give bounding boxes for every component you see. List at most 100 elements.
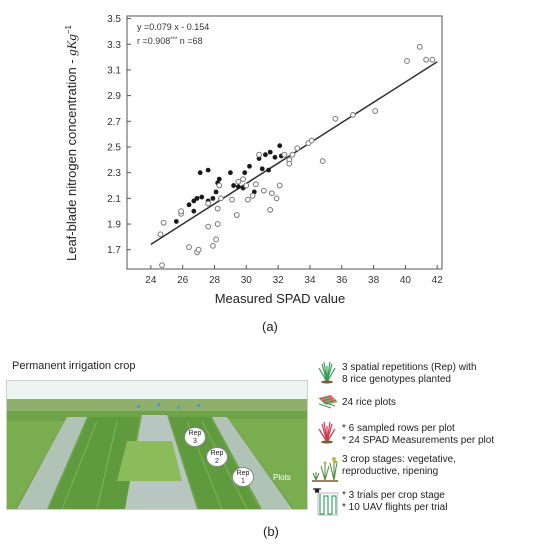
rice-field-illustration (7, 381, 307, 509)
data-point-open (308, 137, 315, 144)
x-tick-label: 24 (145, 275, 157, 286)
rep-3-badge: Rep 3 (184, 427, 206, 447)
rep-2-line2: 2 (215, 458, 219, 465)
annotation-n: n =68 (177, 36, 202, 46)
rep-2-line1: Rep (210, 450, 224, 457)
data-point-open (186, 244, 192, 251)
data-point-filled (216, 176, 222, 182)
x-axis-label: Measured SPAD value (215, 291, 346, 306)
legend-line: 24 rice plots (342, 397, 396, 408)
data-point-open (205, 200, 212, 207)
legend-text-plots: 24 rice plots (342, 397, 396, 409)
plots-label: Plots (273, 473, 291, 482)
data-point-open (372, 108, 379, 114)
data-point-filled (235, 184, 241, 190)
x-tick-label: 32 (273, 275, 285, 286)
annotation-sig: *** (170, 37, 178, 43)
scatter-chart: 24 26 28 30 32 34 36 38 40 42 1.7 1.9 2.1 2.3 2.5 2.7 2… (64, 14, 444, 306)
legend-line: * 24 SPAD Measurements per plot (342, 435, 495, 446)
legend-text-sampling: * 6 sampled rows per plot * 24 SPAD Meas… (342, 423, 494, 447)
data-point-open (205, 223, 212, 230)
data-point-filled (259, 166, 265, 172)
x-tick-label: 36 (336, 275, 348, 286)
rice-field-photo: Rep 3 Rep 2 Rep 1 Plots (6, 380, 308, 510)
data-point-filled (197, 170, 203, 176)
data-point-open (178, 208, 184, 215)
data-point-open (245, 196, 251, 203)
data-point-filled (210, 195, 216, 201)
data-point-open (276, 182, 283, 189)
data-point-open (217, 195, 224, 202)
data-point-open (404, 58, 410, 64)
data-point-open (350, 111, 356, 118)
data-point-filled (213, 189, 219, 195)
data-point-open (429, 56, 436, 63)
axis-ticks (127, 18, 438, 269)
data-point-open (229, 196, 235, 203)
y-tick-label: 2.1 (107, 194, 121, 205)
x-tick-label: 38 (368, 275, 380, 286)
x-tick-label: 26 (177, 275, 189, 286)
data-point-open (249, 192, 256, 199)
data-point-open (273, 195, 280, 202)
y-axis-label-exp: −1 (64, 24, 73, 34)
data-point-filled (186, 202, 192, 208)
data-point-open (332, 115, 339, 122)
data-point-filled (267, 149, 273, 155)
annotation-equation: y =0.079 x - 0.154 (137, 22, 209, 32)
x-tick-label: 42 (432, 275, 444, 286)
rep-1-line2: 1 (241, 478, 245, 485)
data-point-open (214, 221, 221, 227)
data-point-filled (199, 194, 205, 200)
legend-line: * 3 trials per crop stage (342, 490, 445, 501)
data-point-open (256, 151, 262, 158)
legend-line: 3 spatial repetitions (Rep) with (342, 362, 477, 373)
data-point-open (195, 246, 202, 253)
data-point-open (160, 219, 167, 226)
y-tick-label: 2.9 (107, 91, 121, 102)
data-point-open (252, 181, 259, 188)
caption-b: (b) (263, 524, 279, 539)
y-axis-label-unit: gKg (64, 34, 79, 56)
data-point-open (289, 151, 296, 158)
legend-line: reproductive, ripening (342, 466, 439, 477)
data-point-filled (272, 154, 278, 160)
y-tick-label: 1.9 (107, 220, 121, 231)
rice-plots-icon (318, 395, 338, 409)
data-point-filled (242, 170, 248, 176)
data-point-open (268, 190, 275, 197)
y-tick-label: 2.5 (107, 142, 121, 153)
data-point-filled (277, 143, 283, 149)
y-tick-label: 3.1 (107, 65, 121, 76)
data-point-open (235, 178, 242, 185)
data-point-open (416, 43, 423, 50)
data-point-filled (173, 219, 179, 224)
x-tick-label: 28 (209, 275, 221, 286)
data-point-open (213, 236, 219, 243)
y-tick-label: 3.3 (107, 40, 121, 51)
data-point-open (260, 187, 267, 194)
crop-stages-icon (312, 457, 338, 482)
data-point-open (216, 182, 223, 189)
x-tick-label: 34 (304, 275, 316, 286)
uav-flight-icon (313, 488, 338, 516)
legend-line: 3 crop stages: vegetative, (342, 454, 456, 465)
sampled-plant-icon (318, 421, 336, 444)
plot-frame (126, 15, 443, 270)
x-tick-label: 40 (400, 275, 412, 286)
y-tick-label: 2.3 (107, 168, 121, 179)
annotation-correlation: r =0.908*** n =68 (137, 36, 203, 46)
legend-line: * 10 UAV flights per trial (342, 502, 448, 513)
legend-line: * 6 sampled rows per plot (342, 423, 455, 434)
panel-b-title: Permanent irrigation crop (12, 360, 136, 372)
data-point-filled (256, 156, 262, 161)
data-point-open (214, 205, 221, 212)
y-axis-label: Leaf-blade nitrogen concentration - gKg−… (64, 24, 79, 261)
rep-3-line2: 3 (193, 438, 197, 445)
data-point-filled (228, 170, 233, 176)
data-point-filled (266, 167, 271, 173)
y-tick-label: 2.7 (107, 117, 121, 128)
legend-text-reps: 3 spatial repetitions (Rep) with 8 rice … (342, 362, 477, 386)
rep-2-badge: Rep 2 (206, 447, 228, 467)
y-tick-label: 1.7 (107, 245, 121, 256)
